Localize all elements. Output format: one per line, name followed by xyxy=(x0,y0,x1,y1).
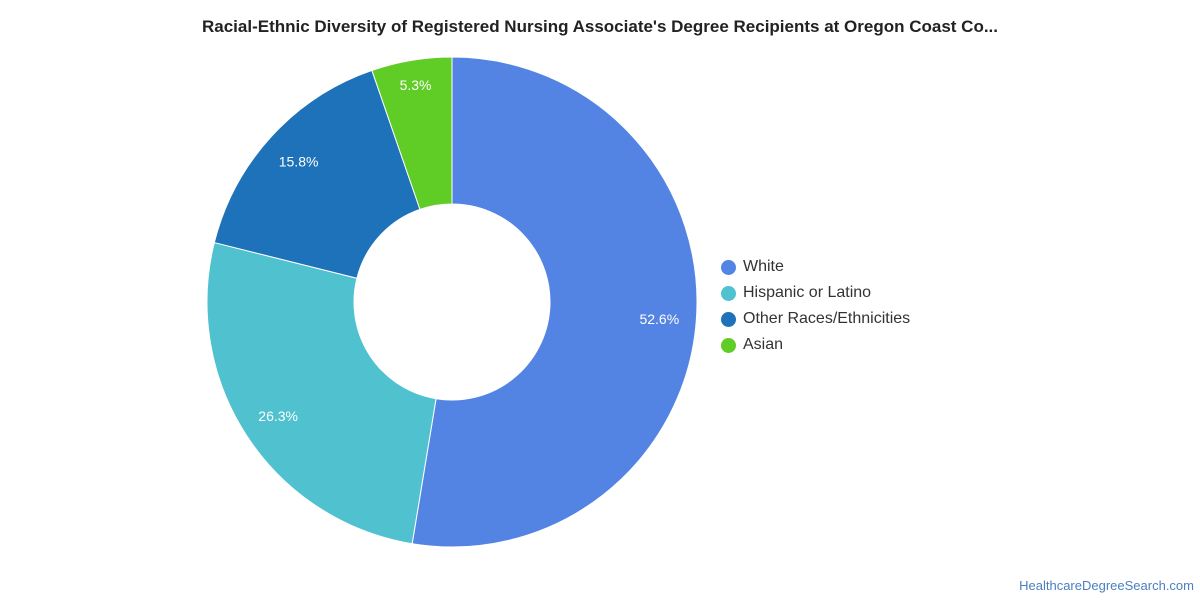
legend-label: Asian xyxy=(743,336,784,353)
legend-swatch xyxy=(721,259,736,275)
slices-group xyxy=(206,56,698,548)
legend-swatch xyxy=(721,337,736,353)
slice-asian[interactable] xyxy=(371,56,453,211)
legend-item-white[interactable]: White xyxy=(721,254,910,280)
chart-title: Racial-Ethnic Diversity of Registered Nu… xyxy=(201,17,999,36)
legend-item-asian[interactable]: Asian xyxy=(721,332,910,358)
legend-label: Hispanic or Latino xyxy=(743,284,872,301)
legend-label: White xyxy=(743,258,784,275)
slice-labels-group: 52.6% 26.3% 15.8% 5.3% xyxy=(258,77,679,424)
legend-swatch xyxy=(721,311,736,327)
slice-white[interactable] xyxy=(411,56,698,548)
slice-label-white: 52.6% xyxy=(639,311,679,327)
legend-swatch xyxy=(721,285,736,301)
legend-item-other-races-ethnicities[interactable]: Other Races/Ethnicities xyxy=(721,306,910,332)
slice-other-races-ethnicities[interactable] xyxy=(213,69,421,279)
slice-label-other-races-ethnicities: 15.8% xyxy=(279,154,319,170)
slice-label-hispanic-or-latino: 26.3% xyxy=(258,408,298,424)
legend-item-hispanic-or-latino[interactable]: Hispanic or Latino xyxy=(721,280,910,306)
legend: White Hispanic or Latino Other Races/Ethni… xyxy=(721,254,910,358)
slice-label-asian: 5.3% xyxy=(400,77,432,93)
slice-hispanic-or-latino[interactable] xyxy=(206,241,437,545)
source-link[interactable]: HealthcareDegreeSearch.com xyxy=(1019,578,1194,593)
legend-label: Other Races/Ethnicities xyxy=(743,310,911,327)
